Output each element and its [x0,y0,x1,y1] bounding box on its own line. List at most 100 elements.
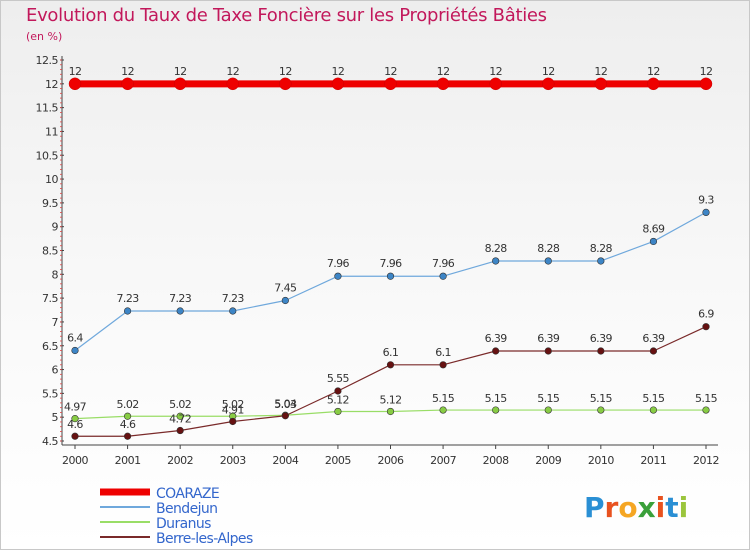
data-point [594,77,608,91]
data-label: 6.39 [537,332,560,345]
data-point [176,426,184,435]
data-label: 12 [279,65,292,78]
x-tick-label: 2009 [535,454,561,467]
data-label: 4.91 [222,403,244,416]
x-tick-label: 2010 [588,454,614,467]
data-point [176,307,184,315]
data-point [439,272,447,280]
legend-label-1: Bendejun [156,501,217,517]
logo-letter: P [584,491,605,524]
data-point [649,237,658,246]
data-label: 9.3 [698,193,714,206]
data-point [492,406,500,414]
data-point [386,272,395,280]
data-point [71,415,79,423]
y-tick-label: 9.5 [42,197,58,210]
data-label: 5.02 [169,398,191,411]
data-label: 8.69 [642,222,665,235]
data-label: 5.04 [274,397,297,410]
data-label: 7.23 [169,292,192,305]
data-point [123,307,132,315]
data-point [544,347,552,355]
data-label: 4.6 [120,418,136,431]
y-tick-label: 6 [52,364,59,377]
legend-label-0: COARAZE [156,486,219,502]
data-label: 7.45 [274,282,297,295]
data-label: 5.15 [537,392,560,405]
data-label: 8.28 [590,242,613,255]
data-label: 6.1 [435,346,451,359]
data-point [279,77,292,91]
data-point [68,77,82,91]
data-point [647,77,660,91]
y-tick-label: 4.5 [42,435,58,448]
data-point [597,347,605,355]
x-tick-label: 2006 [378,454,404,467]
data-label: 12 [542,65,555,78]
data-label: 12 [700,65,713,78]
y-tick-label: 6.5 [42,340,58,353]
logo-letter: i [655,491,666,524]
y-tick-label: 8.5 [42,245,58,258]
series-line-1 [74,211,707,351]
data-label: 5.15 [485,392,508,405]
data-point [436,77,450,91]
data-point [597,257,605,265]
y-tick-label: 5.5 [42,387,58,400]
data-point [121,77,134,91]
data-point [226,77,239,91]
data-label: 8.28 [485,242,508,255]
y-tick-label: 12 [45,78,58,91]
y-tick-label: 11 [45,125,58,138]
data-label: 12 [384,65,397,78]
data-label: 5.15 [695,392,718,405]
x-tick-label: 2002 [167,454,193,467]
data-label: 5.12 [379,393,401,406]
data-point [702,406,710,414]
data-label: 7.96 [379,257,402,270]
x-tick-label: 2001 [115,454,141,467]
y-tick-label: 5 [52,411,59,424]
data-label: 12 [332,65,345,78]
chart-title: Evolution du Taux de Taxe Foncière sur l… [26,5,547,26]
x-tick-label: 2005 [325,454,351,467]
y-tick-label: 8 [52,268,59,281]
data-label: 6.39 [590,332,613,345]
data-point [386,361,395,369]
data-point [71,432,79,440]
data-label: 7.96 [327,257,350,270]
data-point [384,77,397,91]
x-tick-label: 2003 [220,454,246,467]
y-tick-label: 10 [45,173,58,186]
data-label: 5.15 [642,392,665,405]
data-point [492,257,500,265]
data-label: 6.39 [485,332,508,345]
data-point [439,361,447,369]
data-point [544,257,552,265]
data-label: 12 [489,65,502,78]
x-tick-label: 2008 [483,454,509,467]
data-label: 12 [437,65,450,78]
data-label: 7.96 [432,257,455,270]
data-point [699,77,713,91]
data-point [331,77,345,91]
data-point [702,208,710,216]
data-label: 6.4 [67,332,83,345]
data-point [702,323,710,331]
data-label: 6.1 [383,346,399,359]
x-tick-label: 2012 [693,454,719,467]
data-label: 5.15 [590,392,613,405]
data-label: 12 [647,65,660,78]
legend-label-3: Berre-les-Alpes [156,531,253,547]
logo-letter: o [618,491,638,524]
y-tick-label: 7 [52,316,59,329]
data-point [649,406,658,414]
data-label: 12 [174,65,187,78]
data-point [544,406,552,414]
data-label: 4.6 [67,418,83,431]
data-label: 12 [226,65,239,78]
data-point [649,347,658,355]
proxiti-logo: Proxiti [584,491,688,524]
data-point [173,77,187,91]
x-tick-label: 2011 [640,454,666,467]
